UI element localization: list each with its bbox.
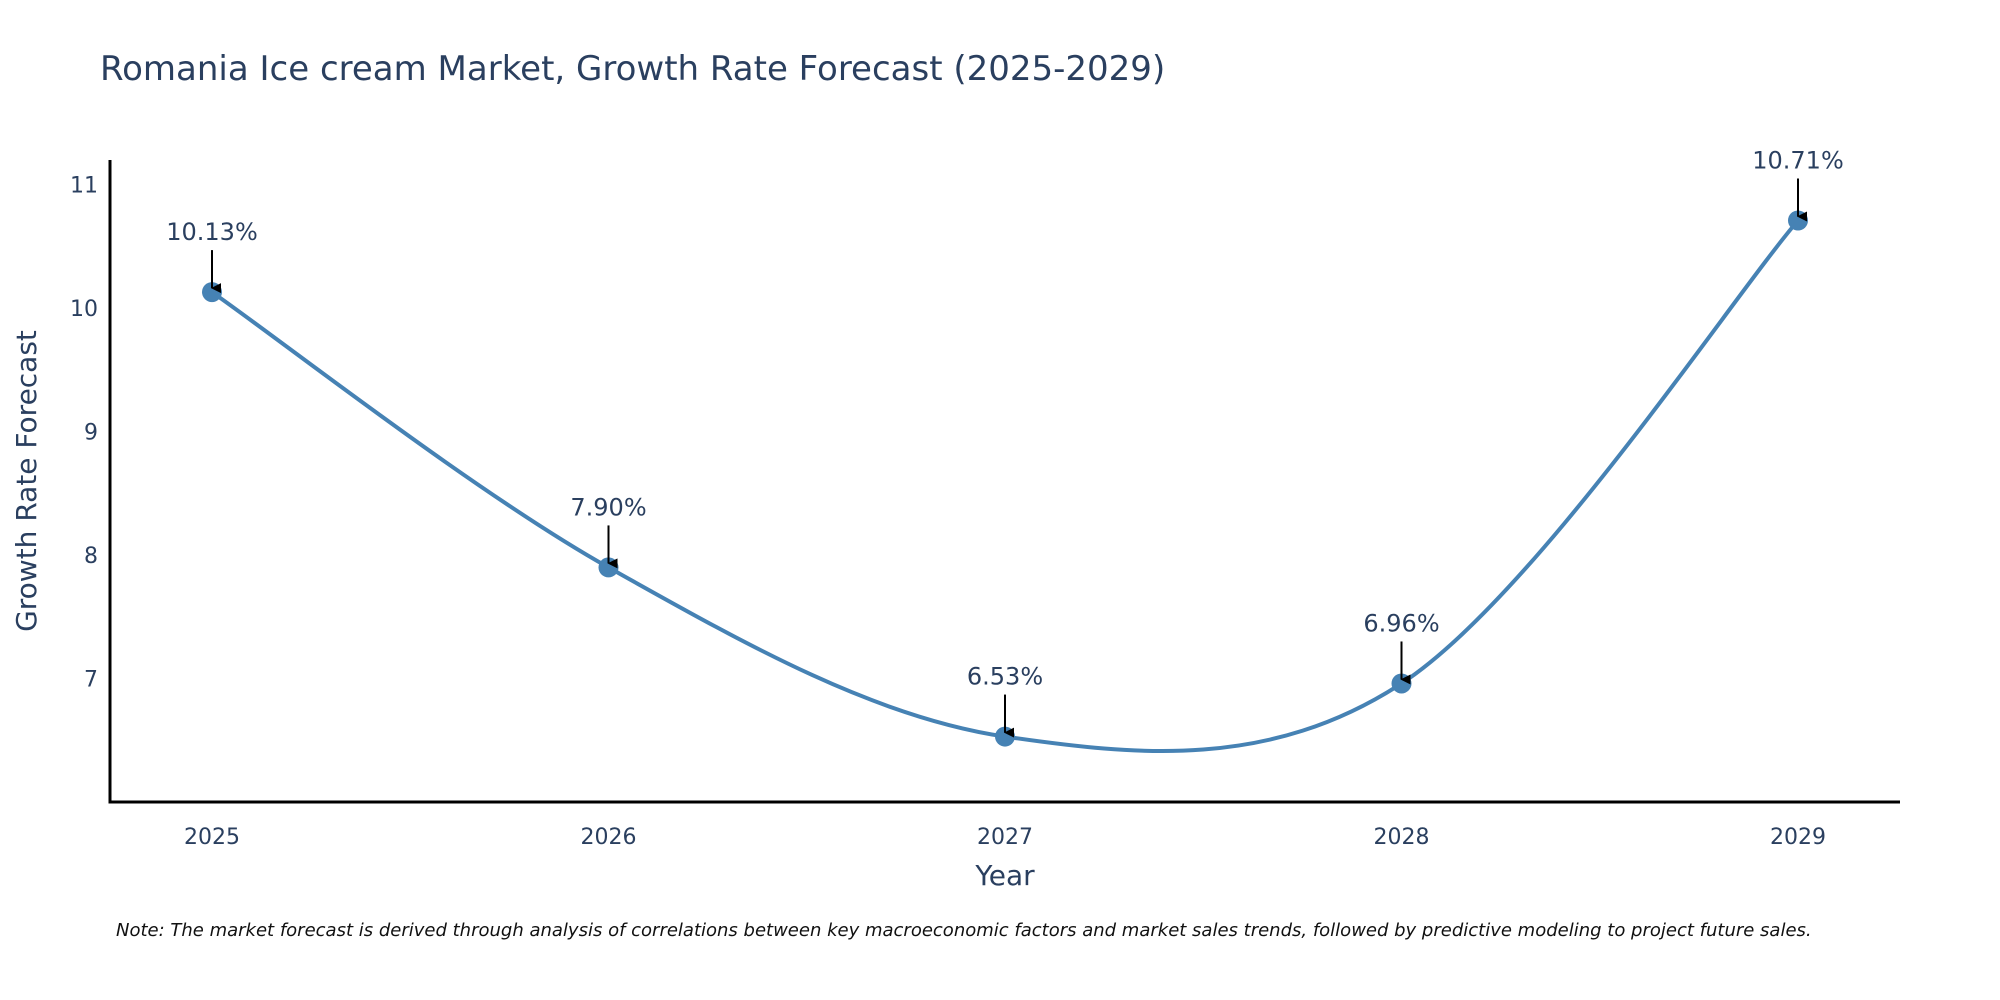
x-tick-label: 2025: [184, 825, 240, 850]
data-label: 6.96%: [1363, 609, 1439, 637]
chart-title: Romania Ice cream Market, Growth Rate Fo…: [100, 49, 1165, 89]
y-tick-label: 10: [70, 297, 98, 322]
data-label: 6.53%: [967, 663, 1043, 691]
y-tick-label: 9: [84, 421, 98, 446]
data-label: 10.71%: [1752, 146, 1844, 174]
y-tick-label: 8: [84, 544, 98, 569]
x-tick-label: 2028: [1374, 825, 1430, 850]
x-tick-label: 2029: [1770, 825, 1826, 850]
x-axis: 2025 2026 2027 2028 2029: [108, 800, 1900, 850]
y-axis: 7 8 9 10 11: [70, 160, 112, 802]
x-tick-label: 2027: [977, 825, 1033, 850]
data-label: 10.13%: [166, 218, 258, 246]
x-axis-title: Year: [974, 859, 1035, 892]
y-axis-title: Growth Rate Forecast: [10, 330, 43, 632]
y-tick-label: 7: [84, 668, 98, 693]
data-annotations: 10.13% 7.90% 6.53% 6.96% 10.71%: [166, 146, 1844, 738]
y-tick-label: 11: [70, 174, 98, 199]
x-tick-label: 2026: [581, 825, 637, 850]
data-label: 7.90%: [570, 493, 646, 521]
footnote: Note: The market forecast is derived thr…: [116, 920, 1812, 941]
